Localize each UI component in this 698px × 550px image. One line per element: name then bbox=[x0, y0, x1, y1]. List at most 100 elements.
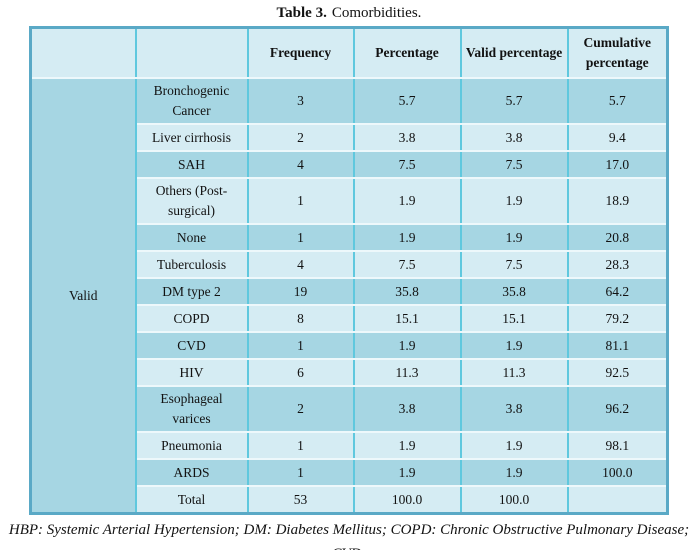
comorbidities-table: Frequency Percentage Valid percentage Cu… bbox=[29, 26, 669, 515]
cumulative-percentage-cell: 100.0 bbox=[566, 458, 669, 487]
header-cell-empty-2 bbox=[134, 26, 249, 79]
row-label-cell: DM type 2 bbox=[134, 277, 249, 306]
valid-percentage-cell: 15.1 bbox=[459, 304, 569, 333]
frequency-cell: 1 bbox=[246, 177, 355, 225]
table-row: Pneumonia 1 1.9 1.9 98.1 bbox=[31, 431, 669, 460]
percentage-cell: 1.9 bbox=[352, 431, 462, 460]
table-row: COPD 8 15.1 15.1 79.2 bbox=[31, 304, 669, 333]
cumulative-percentage-cell: 17.0 bbox=[566, 150, 669, 179]
header-cell-frequency: Frequency bbox=[246, 26, 355, 79]
frequency-cell: 2 bbox=[246, 123, 355, 152]
frequency-cell: 8 bbox=[246, 304, 355, 333]
frequency-cell: 1 bbox=[246, 223, 355, 252]
frequency-cell: 2 bbox=[246, 385, 355, 433]
row-label-cell: ARDS bbox=[134, 458, 249, 487]
frequency-cell: 1 bbox=[246, 431, 355, 460]
valid-percentage-cell: 5.7 bbox=[459, 77, 569, 125]
table-caption-label: Table 3. bbox=[276, 5, 327, 21]
valid-percentage-cell: 7.5 bbox=[459, 150, 569, 179]
percentage-cell: 35.8 bbox=[352, 277, 462, 306]
frequency-cell: 4 bbox=[246, 150, 355, 179]
row-label-cell: Esophageal varices bbox=[134, 385, 249, 433]
valid-percentage-cell: 3.8 bbox=[459, 385, 569, 433]
table-row: None 1 1.9 1.9 20.8 bbox=[31, 223, 669, 252]
valid-percentage-cell: 3.8 bbox=[459, 123, 569, 152]
valid-percentage-cell: 7.5 bbox=[459, 250, 569, 279]
table-row: Liver cirrhosis 2 3.8 3.8 9.4 bbox=[31, 123, 669, 152]
frequency-cell: 4 bbox=[246, 250, 355, 279]
table-row: Esophageal varices 2 3.8 3.8 96.2 bbox=[31, 385, 669, 433]
header-row: Frequency Percentage Valid percentage Cu… bbox=[29, 26, 669, 79]
header-cell-cumulative-percentage: Cumulative percentage bbox=[566, 26, 669, 79]
header-cell-percentage: Percentage bbox=[352, 26, 462, 79]
percentage-cell: 15.1 bbox=[352, 304, 462, 333]
row-label-cell: Liver cirrhosis bbox=[134, 123, 249, 152]
frequency-cell: 1 bbox=[246, 331, 355, 360]
percentage-cell: 1.9 bbox=[352, 223, 462, 252]
row-label-cell: SAH bbox=[134, 150, 249, 179]
cumulative-percentage-cell: 92.5 bbox=[566, 358, 669, 387]
table-row: HIV 6 11.3 11.3 92.5 bbox=[31, 358, 669, 387]
table-row: Tuberculosis 4 7.5 7.5 28.3 bbox=[31, 250, 669, 279]
percentage-cell: 7.5 bbox=[352, 150, 462, 179]
cumulative-percentage-cell: 20.8 bbox=[566, 223, 669, 252]
valid-percentage-cell: 35.8 bbox=[459, 277, 569, 306]
row-label-cell: None bbox=[134, 223, 249, 252]
table-caption-text: Comorbidities. bbox=[331, 5, 422, 21]
valid-percentage-cell: 100.0 bbox=[459, 485, 569, 515]
table-header: Frequency Percentage Valid percentage Cu… bbox=[29, 26, 669, 79]
valid-percentage-cell: 1.9 bbox=[459, 223, 569, 252]
cumulative-percentage-cell: 64.2 bbox=[566, 277, 669, 306]
table-row: Total 53 100.0 100.0 bbox=[31, 485, 669, 515]
percentage-cell: 3.8 bbox=[352, 385, 462, 433]
table-row: Others (Post-surgical) 1 1.9 1.9 18.9 bbox=[31, 177, 669, 225]
row-label-cell: Others (Post-surgical) bbox=[134, 177, 249, 225]
table-row: Valid Bronchogenic Cancer 3 5.7 5.7 5.7 bbox=[29, 77, 669, 515]
percentage-cell: 1.9 bbox=[352, 331, 462, 360]
cumulative-percentage-cell: 96.2 bbox=[566, 385, 669, 433]
frequency-cell: 3 bbox=[246, 77, 355, 125]
cumulative-percentage-cell: 5.7 bbox=[566, 77, 669, 125]
valid-percentage-cell: 1.9 bbox=[459, 431, 569, 460]
row-label-cell: CVD bbox=[134, 331, 249, 360]
valid-percentage-cell: 1.9 bbox=[459, 331, 569, 360]
percentage-cell: 5.7 bbox=[352, 77, 462, 125]
table-row: DM type 2 19 35.8 35.8 64.2 bbox=[31, 277, 669, 306]
percentage-cell: 7.5 bbox=[352, 250, 462, 279]
percentage-cell: 1.9 bbox=[352, 177, 462, 225]
valid-percentage-cell: 1.9 bbox=[459, 177, 569, 225]
percentage-cell: 3.8 bbox=[352, 123, 462, 152]
table-body: Valid Bronchogenic Cancer 3 5.7 5.7 5.7 Liver … bbox=[29, 77, 669, 515]
table-row: SAH 4 7.5 7.5 17.0 bbox=[31, 150, 669, 179]
frequency-cell: 1 bbox=[246, 458, 355, 487]
frequency-cell: 53 bbox=[246, 485, 355, 515]
row-label-cell: Tuberculosis bbox=[134, 250, 249, 279]
cumulative-percentage-cell: 28.3 bbox=[566, 250, 669, 279]
row-label-cell: HIV bbox=[134, 358, 249, 387]
row-label-cell: Bronchogenic Cancer bbox=[134, 77, 249, 125]
cumulative-percentage-cell: 9.4 bbox=[566, 123, 669, 152]
abbreviations-footnote: HBP: Systemic Arterial Hypertension; DM:… bbox=[0, 518, 698, 550]
cumulative-percentage-cell: 18.9 bbox=[566, 177, 669, 225]
row-label-cell: COPD bbox=[134, 304, 249, 333]
frequency-cell: 19 bbox=[246, 277, 355, 306]
percentage-cell: 11.3 bbox=[352, 358, 462, 387]
frequency-cell: 6 bbox=[246, 358, 355, 387]
row-group-label: Valid bbox=[29, 77, 137, 515]
valid-percentage-cell: 11.3 bbox=[459, 358, 569, 387]
row-label-cell: Pneumonia bbox=[134, 431, 249, 460]
cumulative-percentage-cell: 98.1 bbox=[566, 431, 669, 460]
table-row: ARDS 1 1.9 1.9 100.0 bbox=[31, 458, 669, 487]
cumulative-percentage-cell bbox=[566, 485, 669, 515]
header-cell-empty-1 bbox=[29, 26, 137, 79]
footnote-line-1: HBP: Systemic Arterial Hypertension; DM:… bbox=[8, 522, 690, 550]
percentage-cell: 1.9 bbox=[352, 458, 462, 487]
percentage-cell: 100.0 bbox=[352, 485, 462, 515]
valid-percentage-cell: 1.9 bbox=[459, 458, 569, 487]
table-row: CVD 1 1.9 1.9 81.1 bbox=[31, 331, 669, 360]
cumulative-percentage-cell: 79.2 bbox=[566, 304, 669, 333]
cumulative-percentage-cell: 81.1 bbox=[566, 331, 669, 360]
row-label-cell: Total bbox=[134, 485, 249, 515]
table-caption: Table 3. Comorbidities. bbox=[0, 0, 698, 22]
